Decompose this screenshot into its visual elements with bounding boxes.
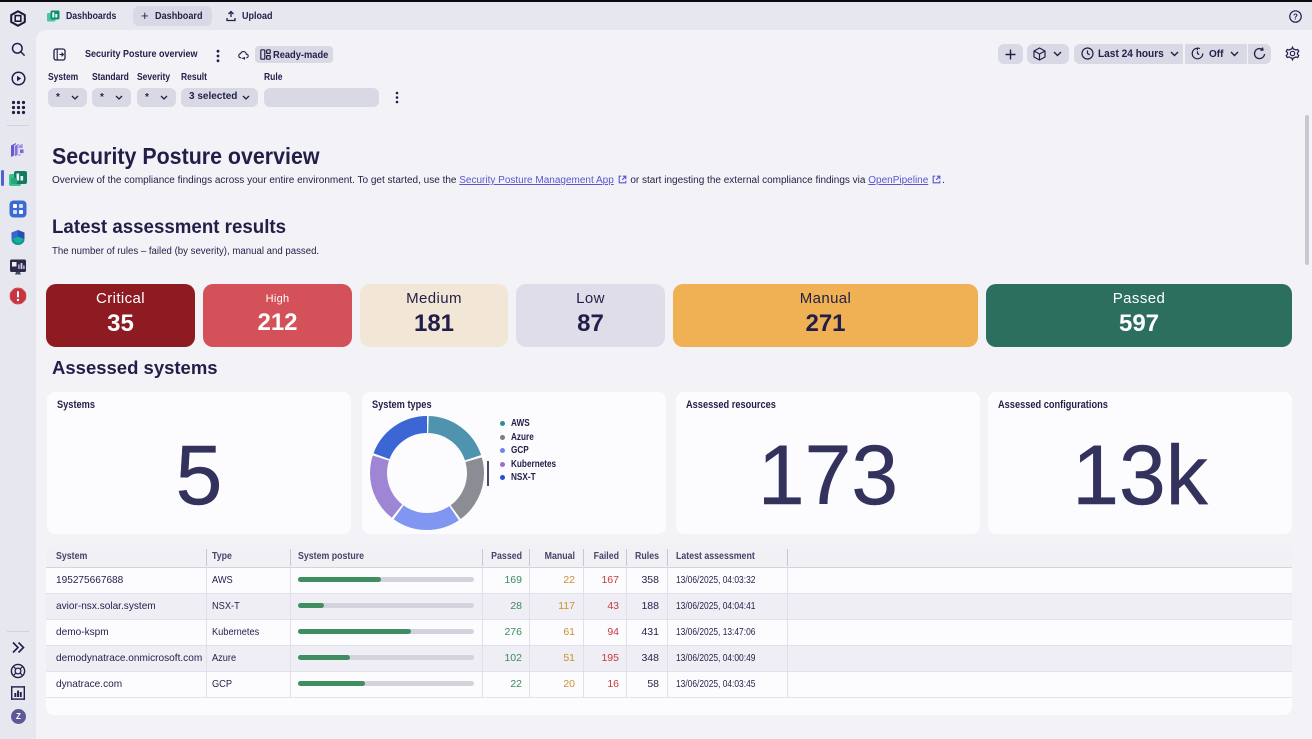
svg-text:?: ? (1293, 12, 1298, 21)
